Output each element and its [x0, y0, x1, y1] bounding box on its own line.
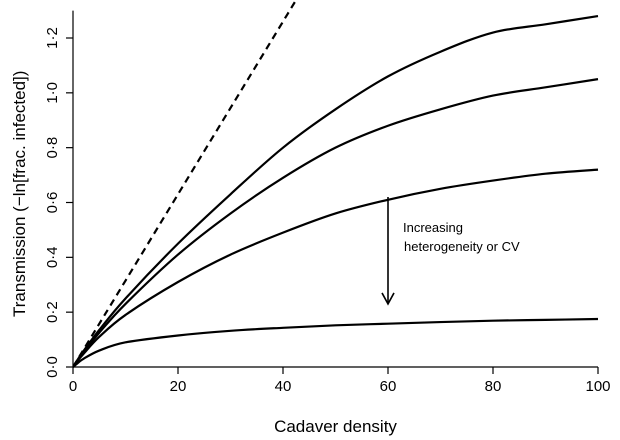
- x-tick-label: 0: [69, 378, 77, 395]
- x-tick-label: 20: [170, 378, 187, 395]
- y-tick-label: 0·0: [44, 356, 61, 378]
- axes: [72, 10, 598, 368]
- x-tick-label: 60: [380, 378, 397, 395]
- curves: [73, 0, 599, 368]
- series-line-1: [73, 14, 599, 368]
- annotation-text-line2: heterogeneity or CV: [404, 239, 520, 254]
- y-tick-label: 1·2: [44, 27, 61, 49]
- x-tick-label: 100: [585, 378, 610, 395]
- series-line-dashed: [73, 0, 298, 368]
- series-line-4: [73, 317, 599, 368]
- annotation-text-line1: Increasing: [403, 220, 463, 235]
- y-tick-label: 0·2: [44, 301, 61, 323]
- y-tick-label: 0·8: [44, 137, 61, 159]
- x-tick-label: 40: [275, 378, 292, 395]
- y-tick-label: 0·4: [44, 246, 61, 268]
- ticks: 0 20 40 60 80 100 0·0 0·2 0·4 0·6 0·8 1·0 1·2: [44, 27, 611, 395]
- series-line-2: [73, 78, 599, 368]
- annotation: Increasing heterogeneity or CV: [381, 197, 520, 306]
- annotation-arrow-head: [381, 292, 395, 306]
- y-axis-title: Transmission (−ln[frac. infected]): [10, 71, 29, 317]
- series-line-3: [73, 168, 599, 368]
- y-tick-label: 1·0: [44, 82, 61, 104]
- y-tick-label: 0·6: [44, 192, 61, 214]
- x-axis-title: Cadaver density: [274, 417, 397, 436]
- x-tick-label: 80: [485, 378, 502, 395]
